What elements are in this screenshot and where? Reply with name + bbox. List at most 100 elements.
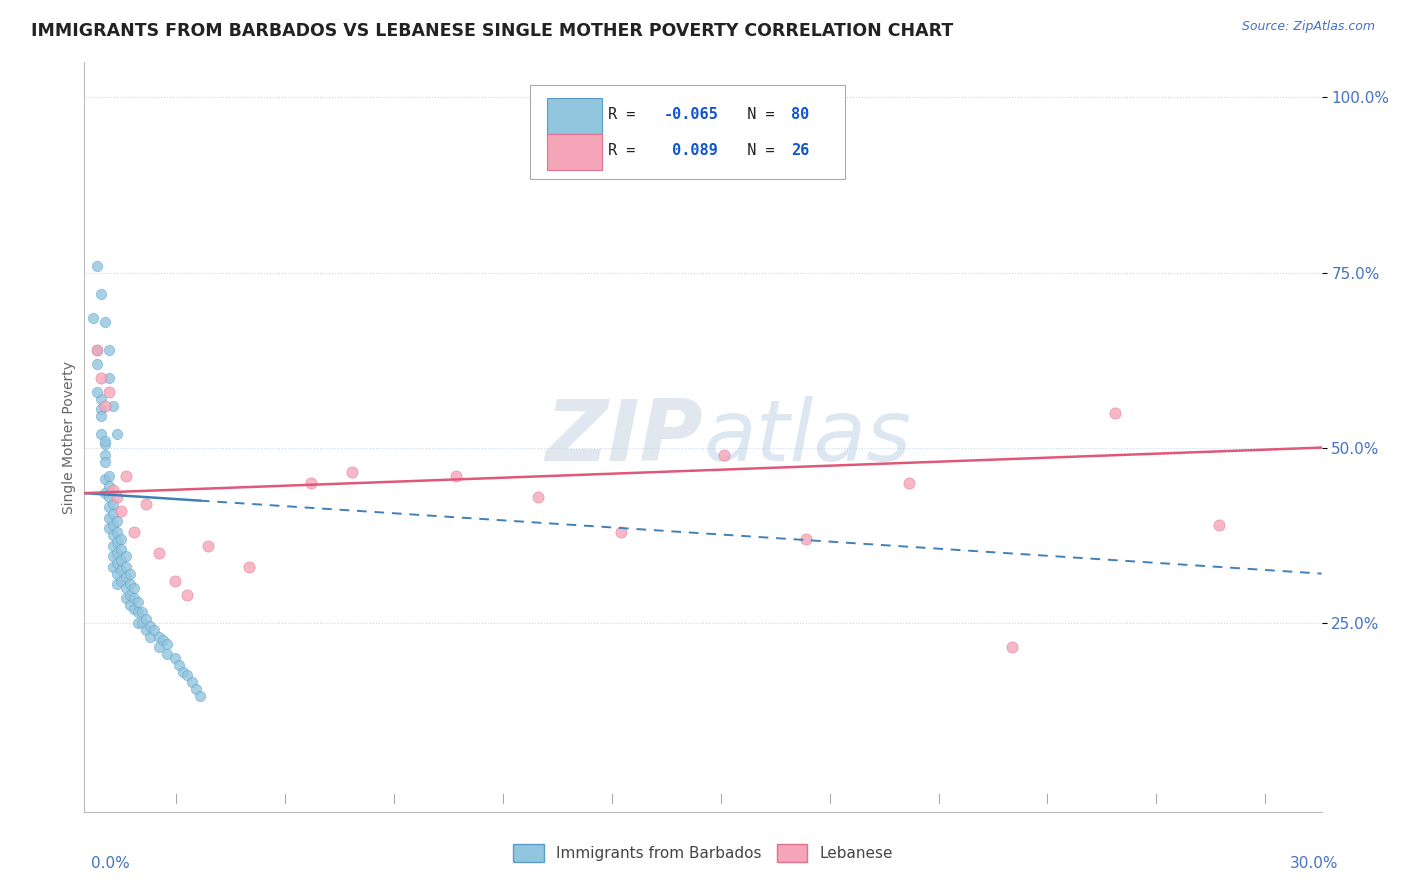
Point (118, 577, 141, 591)
Text: N =: N = (728, 143, 783, 158)
Point (90, 370, 112, 384)
Point (794, 532, 817, 546)
Point (172, 665, 194, 679)
Point (114, 549, 136, 563)
Point (167, 657, 190, 672)
Point (176, 668, 198, 682)
Point (86, 343, 108, 357)
Point (86, 357, 108, 371)
Text: 26: 26 (790, 143, 808, 158)
Point (90, 426, 112, 441)
Point (94, 437, 117, 451)
Point (713, 448, 735, 462)
Point (122, 524, 145, 539)
Text: N =: N = (728, 107, 783, 122)
Point (118, 566, 141, 581)
Point (98, 521, 121, 535)
Point (122, 601, 145, 615)
Point (86, 384, 108, 399)
Point (103, 528, 125, 542)
Point (1104, 406, 1126, 420)
Point (114, 468, 136, 483)
Point (110, 552, 132, 566)
Point (118, 598, 141, 612)
Text: R =: R = (607, 143, 644, 158)
Point (176, 588, 198, 602)
Point (135, 623, 157, 637)
Text: IMMIGRANTS FROM BARBADOS VS LEBANESE SINGLE MOTHER POVERTY CORRELATION CHART: IMMIGRANTS FROM BARBADOS VS LEBANESE SIN… (31, 22, 953, 40)
Point (98, 343, 121, 357)
Point (122, 591, 145, 606)
Point (103, 399, 125, 413)
Point (94, 448, 117, 462)
Point (98, 384, 121, 399)
Legend: Immigrants from Barbados, Lebanese: Immigrants from Barbados, Lebanese (508, 838, 898, 868)
Point (98, 490, 121, 504)
Point (1001, 640, 1024, 655)
Text: Source: ZipAtlas.com: Source: ZipAtlas.com (1241, 20, 1375, 33)
Point (105, 566, 128, 581)
Point (94, 454, 117, 468)
Point (105, 577, 128, 591)
Point (105, 490, 128, 504)
Point (1208, 517, 1230, 532)
Point (148, 640, 170, 655)
Point (152, 633, 174, 648)
Point (94, 314, 117, 328)
Point (131, 605, 153, 619)
Point (105, 556, 128, 570)
Point (105, 514, 128, 528)
Point (103, 497, 125, 511)
Point (139, 619, 162, 633)
Point (105, 546, 128, 560)
Text: atlas: atlas (703, 395, 911, 479)
FancyBboxPatch shape (530, 85, 845, 178)
Point (105, 535, 128, 549)
Point (444, 468, 467, 483)
Point (94, 472, 117, 486)
Point (103, 517, 125, 532)
Point (139, 630, 162, 644)
Point (148, 546, 170, 560)
Point (98, 510, 121, 524)
Point (98, 468, 121, 483)
Point (98, 370, 121, 384)
Point (143, 623, 166, 637)
Point (135, 497, 157, 511)
Point (82, 311, 104, 326)
Point (103, 559, 125, 574)
Point (103, 507, 125, 521)
Point (299, 475, 322, 490)
Point (114, 591, 136, 606)
Point (110, 542, 132, 557)
Point (131, 615, 153, 630)
Point (103, 539, 125, 553)
Point (114, 570, 136, 584)
Point (90, 409, 112, 423)
Point (188, 689, 211, 703)
Point (148, 630, 170, 644)
Text: 30.0%: 30.0% (1291, 856, 1339, 871)
Point (122, 581, 145, 595)
Point (103, 483, 125, 497)
Point (609, 524, 631, 539)
Point (527, 490, 550, 504)
Point (114, 559, 136, 574)
Point (114, 581, 136, 595)
Point (98, 500, 121, 515)
Point (135, 612, 157, 626)
Text: ZIP: ZIP (546, 395, 703, 479)
Point (98, 479, 121, 493)
Point (238, 559, 260, 574)
Text: R =: R = (607, 107, 644, 122)
Point (86, 259, 108, 273)
Point (156, 647, 179, 661)
Point (90, 392, 112, 406)
Point (156, 637, 179, 651)
Point (86, 343, 108, 357)
Point (184, 682, 207, 697)
Point (90, 402, 112, 417)
Point (105, 426, 128, 441)
Text: 0.0%: 0.0% (91, 856, 131, 871)
Point (103, 549, 125, 563)
